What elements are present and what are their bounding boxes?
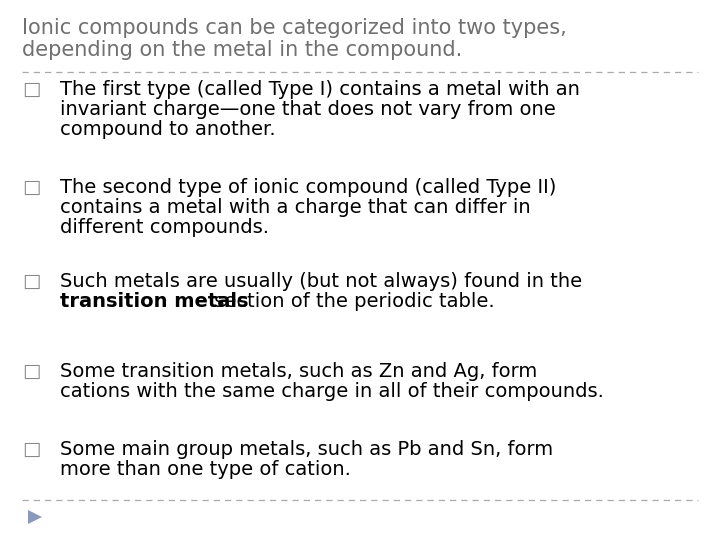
- Polygon shape: [28, 510, 42, 524]
- Text: section of the periodic table.: section of the periodic table.: [208, 292, 495, 311]
- Text: Some main group metals, such as Pb and Sn, form: Some main group metals, such as Pb and S…: [60, 440, 553, 459]
- Text: more than one type of cation.: more than one type of cation.: [60, 460, 351, 479]
- Text: Some transition metals, such as Zn and Ag, form: Some transition metals, such as Zn and A…: [60, 362, 537, 381]
- Text: Ionic compounds can be categorized into two types,: Ionic compounds can be categorized into …: [22, 18, 567, 38]
- Text: different compounds.: different compounds.: [60, 218, 269, 237]
- Text: The first type (called Type I) contains a metal with an: The first type (called Type I) contains …: [60, 80, 580, 99]
- Text: depending on the metal in the compound.: depending on the metal in the compound.: [22, 40, 462, 60]
- Text: contains a metal with a charge that can differ in: contains a metal with a charge that can …: [60, 198, 531, 217]
- Text: invariant charge—one that does not vary from one: invariant charge—one that does not vary …: [60, 100, 556, 119]
- Text: compound to another.: compound to another.: [60, 120, 276, 139]
- Text: □: □: [22, 440, 40, 459]
- Text: The second type of ionic compound (called Type II): The second type of ionic compound (calle…: [60, 178, 557, 197]
- Text: □: □: [22, 362, 40, 381]
- Text: □: □: [22, 80, 40, 99]
- Text: transition metals: transition metals: [60, 292, 248, 311]
- Text: □: □: [22, 178, 40, 197]
- Text: cations with the same charge in all of their compounds.: cations with the same charge in all of t…: [60, 382, 604, 401]
- Text: □: □: [22, 272, 40, 291]
- Text: Such metals are usually (but not always) found in the: Such metals are usually (but not always)…: [60, 272, 582, 291]
